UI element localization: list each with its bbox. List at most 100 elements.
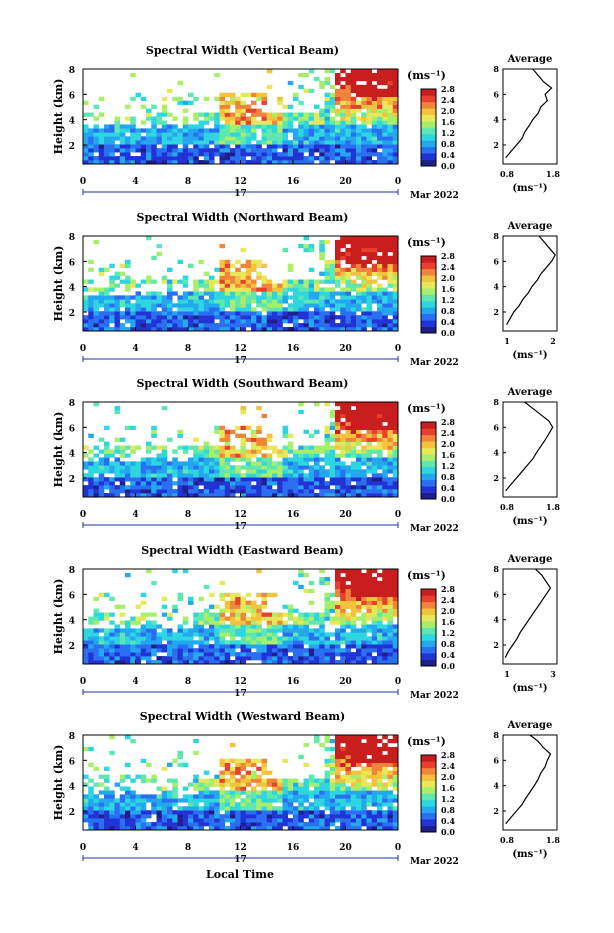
heatmap-cell bbox=[350, 104, 357, 109]
heatmap-cell bbox=[256, 323, 262, 328]
heatmap-cell bbox=[98, 291, 105, 296]
heatmap-cell bbox=[88, 806, 94, 811]
heatmap-cell bbox=[219, 485, 226, 490]
heatmap-cell bbox=[366, 425, 373, 431]
heatmap-cell bbox=[329, 481, 336, 486]
heatmap-cell bbox=[319, 612, 325, 617]
heatmap-cell bbox=[350, 782, 357, 787]
heatmap-cell bbox=[287, 303, 294, 308]
heatmap-cell bbox=[188, 600, 194, 605]
heatmap-cell bbox=[345, 762, 352, 767]
heatmap-cell bbox=[356, 144, 362, 149]
heatmap-cell bbox=[119, 160, 126, 165]
heatmap-cell bbox=[392, 465, 399, 470]
heatmap-cell bbox=[387, 738, 394, 744]
heatmap-cell bbox=[356, 774, 362, 779]
heatmap-cell bbox=[193, 148, 199, 153]
heatmap-cell bbox=[119, 140, 126, 145]
heatmap-cell bbox=[366, 624, 373, 629]
heatmap-cell bbox=[104, 307, 110, 312]
heatmap-cell bbox=[282, 814, 289, 819]
heatmap-cell bbox=[177, 596, 184, 601]
heatmap-cell bbox=[319, 644, 325, 649]
heatmap-cell bbox=[361, 489, 367, 494]
heatmap-cell bbox=[382, 644, 388, 649]
heatmap-cell bbox=[245, 592, 252, 598]
heatmap-cell bbox=[282, 794, 289, 799]
heatmap-cell bbox=[88, 259, 94, 265]
heatmap-cell bbox=[182, 311, 189, 316]
heatmap-cell bbox=[345, 818, 352, 823]
heatmap-cell bbox=[340, 112, 346, 117]
heatmap-cell bbox=[177, 152, 184, 157]
heatmap-cell bbox=[335, 644, 341, 649]
heatmap-cell bbox=[298, 782, 304, 787]
heatmap-cell bbox=[203, 810, 210, 815]
heatmap-cell bbox=[177, 628, 184, 633]
x-tick-label: 16 bbox=[287, 677, 300, 687]
heatmap-cell bbox=[303, 124, 310, 129]
heatmap-cell bbox=[298, 790, 304, 795]
colorbar-segment bbox=[421, 767, 436, 775]
heatmap-cell bbox=[272, 818, 278, 823]
heatmap-cell bbox=[350, 251, 357, 257]
heatmap-cell bbox=[261, 790, 268, 795]
heatmap-cell bbox=[272, 822, 278, 827]
heatmap-cell bbox=[298, 798, 304, 803]
heatmap-cell bbox=[387, 746, 394, 752]
heatmap-cell bbox=[172, 116, 178, 121]
heatmap-cell bbox=[203, 152, 210, 157]
heatmap-cell bbox=[293, 810, 299, 815]
heatmap-cell bbox=[188, 160, 194, 165]
heatmap-cell bbox=[277, 156, 283, 161]
heatmap-cell bbox=[256, 608, 262, 613]
heatmap-cell bbox=[261, 136, 268, 141]
heatmap-cell bbox=[392, 104, 399, 109]
heatmap-cell bbox=[167, 810, 173, 815]
heatmap-cell bbox=[209, 299, 215, 304]
heatmap-cell bbox=[350, 754, 357, 760]
heatmap-cell bbox=[156, 481, 163, 486]
heatmap-cell bbox=[203, 648, 210, 653]
heatmap-cell bbox=[182, 648, 189, 653]
heatmap-cell bbox=[340, 754, 346, 760]
heatmap-cell bbox=[298, 636, 304, 641]
heatmap-cell bbox=[188, 140, 194, 145]
heatmap-cell bbox=[324, 814, 331, 819]
heatmap-cell bbox=[114, 814, 121, 819]
heatmap-cell bbox=[392, 303, 399, 308]
heatmap-cell bbox=[308, 782, 315, 787]
average-y-tick-label: 6 bbox=[493, 89, 499, 99]
heatmap-cell bbox=[266, 156, 273, 161]
heatmap-cell bbox=[198, 465, 205, 470]
heatmap-cell bbox=[371, 469, 378, 474]
heatmap-cell bbox=[230, 648, 236, 653]
average-x-tick-label: 1.8 bbox=[546, 169, 560, 179]
heatmap-cell bbox=[182, 461, 189, 466]
y-tick-label: 4 bbox=[69, 783, 75, 793]
heatmap-cell bbox=[114, 116, 121, 121]
heatmap-cell bbox=[366, 738, 373, 744]
heatmap-cell bbox=[392, 580, 399, 586]
heatmap-cell bbox=[256, 604, 262, 609]
heatmap-cell bbox=[361, 624, 367, 629]
heatmap-cell bbox=[151, 156, 157, 161]
heatmap-cell bbox=[245, 790, 252, 795]
heatmap-cell bbox=[329, 600, 336, 605]
heatmap-cell bbox=[93, 453, 100, 458]
heatmap-cell bbox=[303, 790, 310, 795]
heatmap-cell bbox=[329, 453, 336, 458]
heatmap-cell bbox=[340, 604, 346, 609]
heatmap-cell bbox=[224, 770, 231, 775]
heatmap-cell bbox=[350, 473, 357, 478]
heatmap-cell bbox=[382, 433, 388, 438]
heatmap-cell bbox=[251, 263, 257, 268]
heatmap-cell bbox=[130, 425, 136, 431]
heatmap-cell bbox=[371, 152, 378, 157]
heatmap-cell bbox=[245, 465, 252, 470]
heatmap-cell bbox=[287, 648, 294, 653]
heatmap-cell bbox=[214, 826, 220, 831]
heatmap-cell bbox=[356, 738, 362, 744]
heatmap-cell bbox=[240, 477, 247, 482]
heatmap-cell bbox=[356, 441, 362, 446]
